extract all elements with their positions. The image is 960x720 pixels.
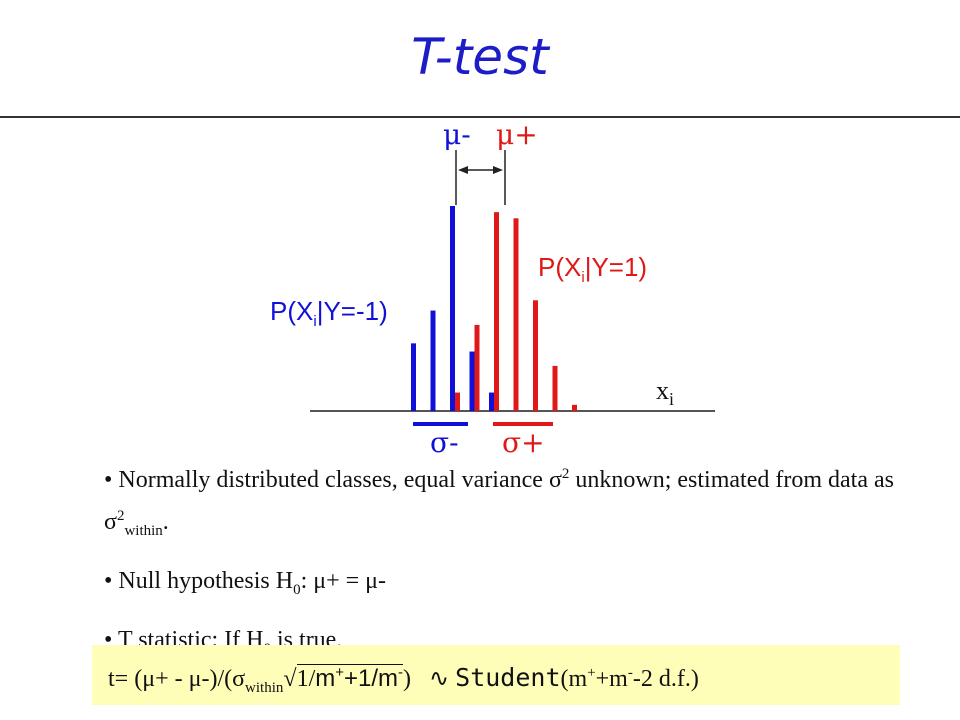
negative-bar-1 (411, 343, 416, 411)
title-divider (0, 116, 960, 118)
positive-distribution-label: P(Xi|Y=1) (538, 252, 648, 287)
distributed-as-icon: ∿ (429, 666, 450, 692)
arrowhead-left (458, 166, 468, 174)
formula-highlight (92, 645, 900, 705)
x-axis-label: xi (656, 376, 675, 410)
positive-bar-5 (533, 300, 538, 411)
positive-bar-6 (552, 365, 558, 411)
negative-bar-4 (469, 351, 475, 411)
negative-distribution-label: P(Xi|Y=-1) (270, 296, 388, 331)
mu-plus-label: μ+ (496, 118, 538, 151)
positive-bar-1 (455, 392, 460, 411)
bullet-null-hypothesis: • Null hypothesis H0: μ+ = μ- (104, 567, 387, 598)
negative-bar-2 (430, 310, 436, 411)
positive-bar-4 (513, 218, 519, 411)
positive-bar-2 (474, 324, 480, 411)
positive-class-bars (455, 212, 577, 411)
positive-bar-3 (494, 212, 499, 411)
negative-bar-3 (450, 206, 455, 411)
sigma-plus-label: σ+ (502, 426, 545, 459)
positive-bar-7 (572, 404, 577, 411)
negative-class-bars (411, 206, 494, 411)
bullet-assumptions: • Normally distributed classes, equal va… (104, 466, 894, 539)
t-statistic-formula: t= (μ+ - μ-)/(σwithin√1/m++1/m-) ∿ Stude… (108, 663, 699, 696)
mu-minus-label: μ- (443, 118, 471, 151)
slide-title: T-test (411, 28, 549, 86)
negative-bar-5 (489, 392, 494, 411)
arrowhead-right (493, 166, 503, 174)
sigma-minus-label: σ- (430, 426, 459, 459)
